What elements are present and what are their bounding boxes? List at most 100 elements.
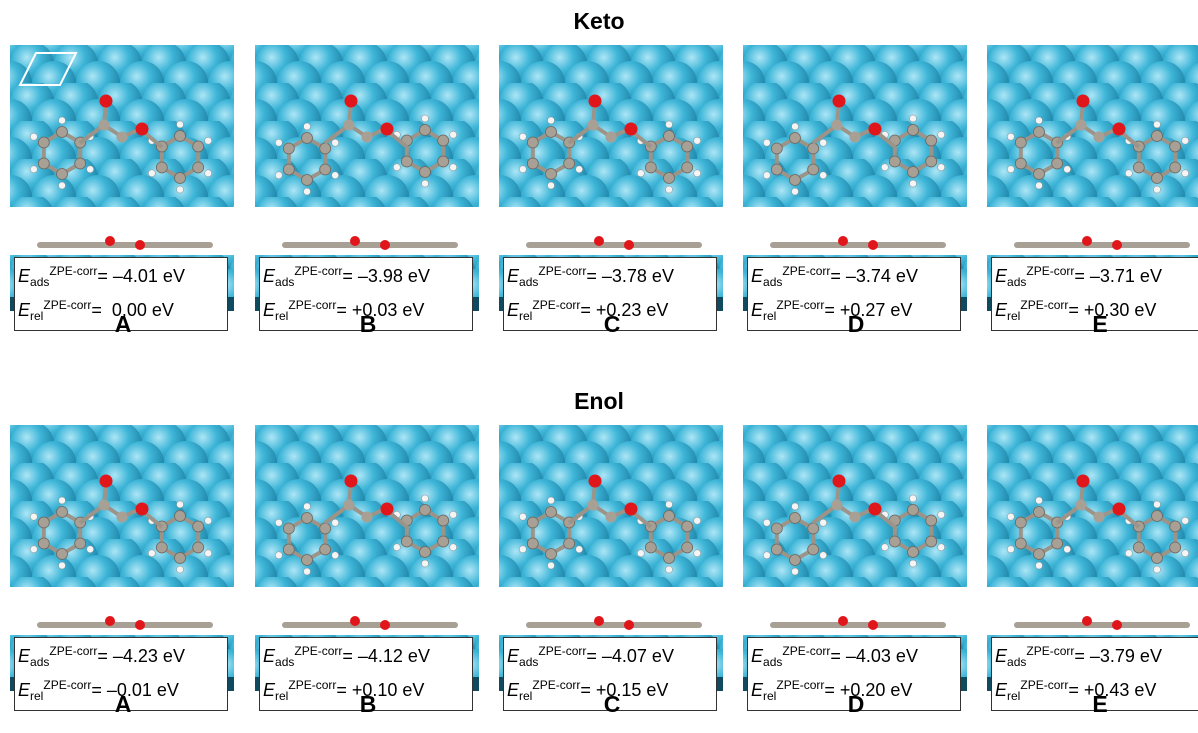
hydrogen [304, 568, 311, 575]
oxygen [1112, 240, 1122, 250]
oxygen [838, 236, 848, 246]
hydrogen [450, 544, 457, 551]
carbon [1133, 542, 1144, 553]
energy-symbol: E [507, 266, 519, 286]
oxygen [1112, 620, 1122, 630]
hydrogen [763, 139, 770, 146]
carbon [664, 553, 675, 564]
carbon [832, 120, 843, 131]
carbon [889, 156, 900, 167]
oxygen [869, 123, 882, 136]
top-view [10, 45, 234, 207]
carbon [420, 125, 431, 136]
top-view [743, 425, 967, 587]
energy-symbol: E [18, 646, 30, 666]
energy-symbol: E [507, 646, 519, 666]
carbon [645, 162, 656, 173]
energy-value: = –3.98 eV [342, 266, 430, 286]
panel: EadsZPE-corr= –3.74 eVErelZPE-corr= +0.2… [743, 45, 969, 311]
carbon [664, 173, 675, 184]
carbon [664, 511, 675, 522]
energy-value: = –4.07 eV [586, 646, 674, 666]
hydrogen [205, 550, 212, 557]
carbon [527, 137, 538, 148]
energy-symbol: E [995, 646, 1007, 666]
carbon [682, 141, 693, 152]
hydrogen [275, 552, 282, 559]
oxygen [589, 95, 602, 108]
hydrogen [666, 186, 673, 193]
oxygen [833, 95, 846, 108]
carbon [606, 512, 617, 523]
oxygen [380, 620, 390, 630]
hydrogen [548, 562, 555, 569]
carbon [1052, 538, 1063, 549]
surface [743, 425, 967, 587]
hydrogen [938, 511, 945, 518]
hydrogen [519, 133, 526, 140]
hydrogen [1154, 121, 1161, 128]
oxygen [100, 475, 113, 488]
energy-sup: ZPE-corr [1026, 644, 1074, 658]
energy-sup: ZPE-corr [782, 644, 830, 658]
hydrogen [30, 133, 37, 140]
carbon [682, 162, 693, 173]
top-view [743, 45, 967, 207]
carbon [1015, 137, 1026, 148]
oxygen [380, 240, 390, 250]
carbon [117, 132, 128, 143]
carbon [362, 512, 373, 523]
carbon [75, 538, 86, 549]
hydrogen [519, 513, 526, 520]
carbon [175, 173, 186, 184]
carbon [438, 135, 449, 146]
hydrogen [1036, 182, 1043, 189]
hydrogen [1036, 497, 1043, 504]
surface [499, 425, 723, 587]
oxygen [381, 503, 394, 516]
hydrogen [450, 511, 457, 518]
hydrogen [1036, 562, 1043, 569]
carbon [38, 137, 49, 148]
oxygen [594, 236, 604, 246]
carbon [99, 120, 110, 131]
panel-label: E [987, 691, 1198, 718]
energy-sub: ads [30, 655, 49, 669]
carbon [302, 555, 313, 566]
carbon [1152, 173, 1163, 184]
hydrogen [304, 188, 311, 195]
carbon [1076, 500, 1087, 511]
energy-sub: ads [519, 275, 538, 289]
carbon [156, 542, 167, 553]
hydrogen [304, 123, 311, 130]
hydrogen [1007, 546, 1014, 553]
panel: EadsZPE-corr= –4.01 eVErelZPE-corr= 0.00… [10, 45, 236, 311]
hydrogen [422, 115, 429, 122]
carbon [1152, 511, 1163, 522]
hydrogen [666, 566, 673, 573]
oxygen [869, 503, 882, 516]
carbon [1133, 162, 1144, 173]
energy-value: = –4.23 eV [97, 646, 185, 666]
carbon [1152, 553, 1163, 564]
carbon [790, 175, 801, 186]
carbon [99, 500, 110, 511]
hydrogen [1007, 513, 1014, 520]
oxygen [345, 475, 358, 488]
oxygen [105, 236, 115, 246]
carbon [1034, 507, 1045, 518]
energy-line: EadsZPE-corr= –3.98 eV [263, 260, 469, 294]
hydrogen [694, 517, 701, 524]
carbon [320, 164, 331, 175]
energy-sub: ads [763, 275, 782, 289]
carbon [790, 133, 801, 144]
carbon [320, 143, 331, 154]
hydrogen [87, 166, 94, 173]
carbon [57, 549, 68, 560]
surface [743, 45, 967, 207]
hydrogen [275, 139, 282, 146]
energy-sup: ZPE-corr [294, 644, 342, 658]
carbon [546, 507, 557, 518]
hydrogen [637, 170, 644, 177]
panel: EadsZPE-corr= –4.03 eVErelZPE-corr= +0.2… [743, 425, 969, 691]
